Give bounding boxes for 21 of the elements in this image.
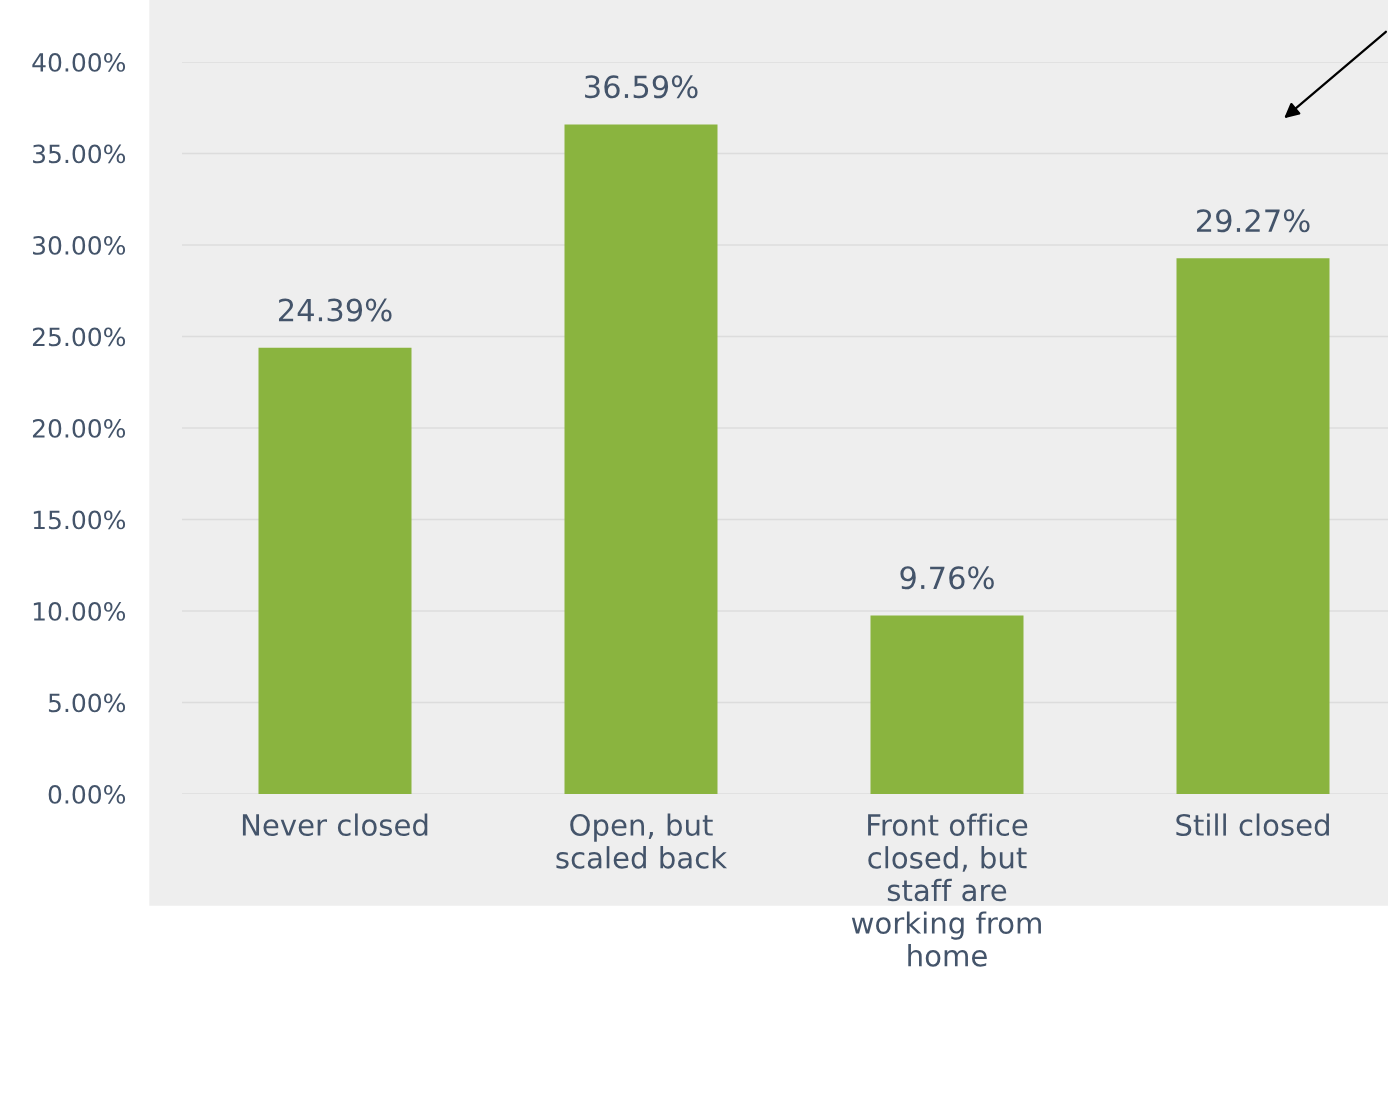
bar xyxy=(1176,258,1330,794)
x-tick-label: Open, but scaled back xyxy=(556,813,728,869)
data-label: 29.27% xyxy=(1196,209,1310,233)
y-tick-label: 10.00% xyxy=(33,601,126,621)
data-label: 24.39% xyxy=(278,298,392,322)
y-tick-label: 25.00% xyxy=(32,327,126,347)
data-label: 9.76% xyxy=(900,566,994,590)
y-tick-label: 15.00% xyxy=(33,510,126,530)
data-label: 36.59% xyxy=(585,75,698,99)
y-tick-label: 20.00% xyxy=(32,418,126,438)
y-tick-label: 35.00% xyxy=(33,144,126,164)
x-tick-label: Front office closed, but staff are working from home xyxy=(851,813,1041,967)
y-tick-label: 40.00% xyxy=(32,52,126,72)
x-tick-label: Still closed xyxy=(1176,813,1329,837)
y-tick-label: 0.00% xyxy=(48,784,126,804)
x-tick-label: Never closed xyxy=(242,813,428,837)
bar xyxy=(870,615,1024,794)
y-tick-label: 30.00% xyxy=(33,235,126,255)
y-tick-label: 5.00% xyxy=(48,693,126,713)
bar xyxy=(258,347,412,794)
bar xyxy=(564,124,718,794)
